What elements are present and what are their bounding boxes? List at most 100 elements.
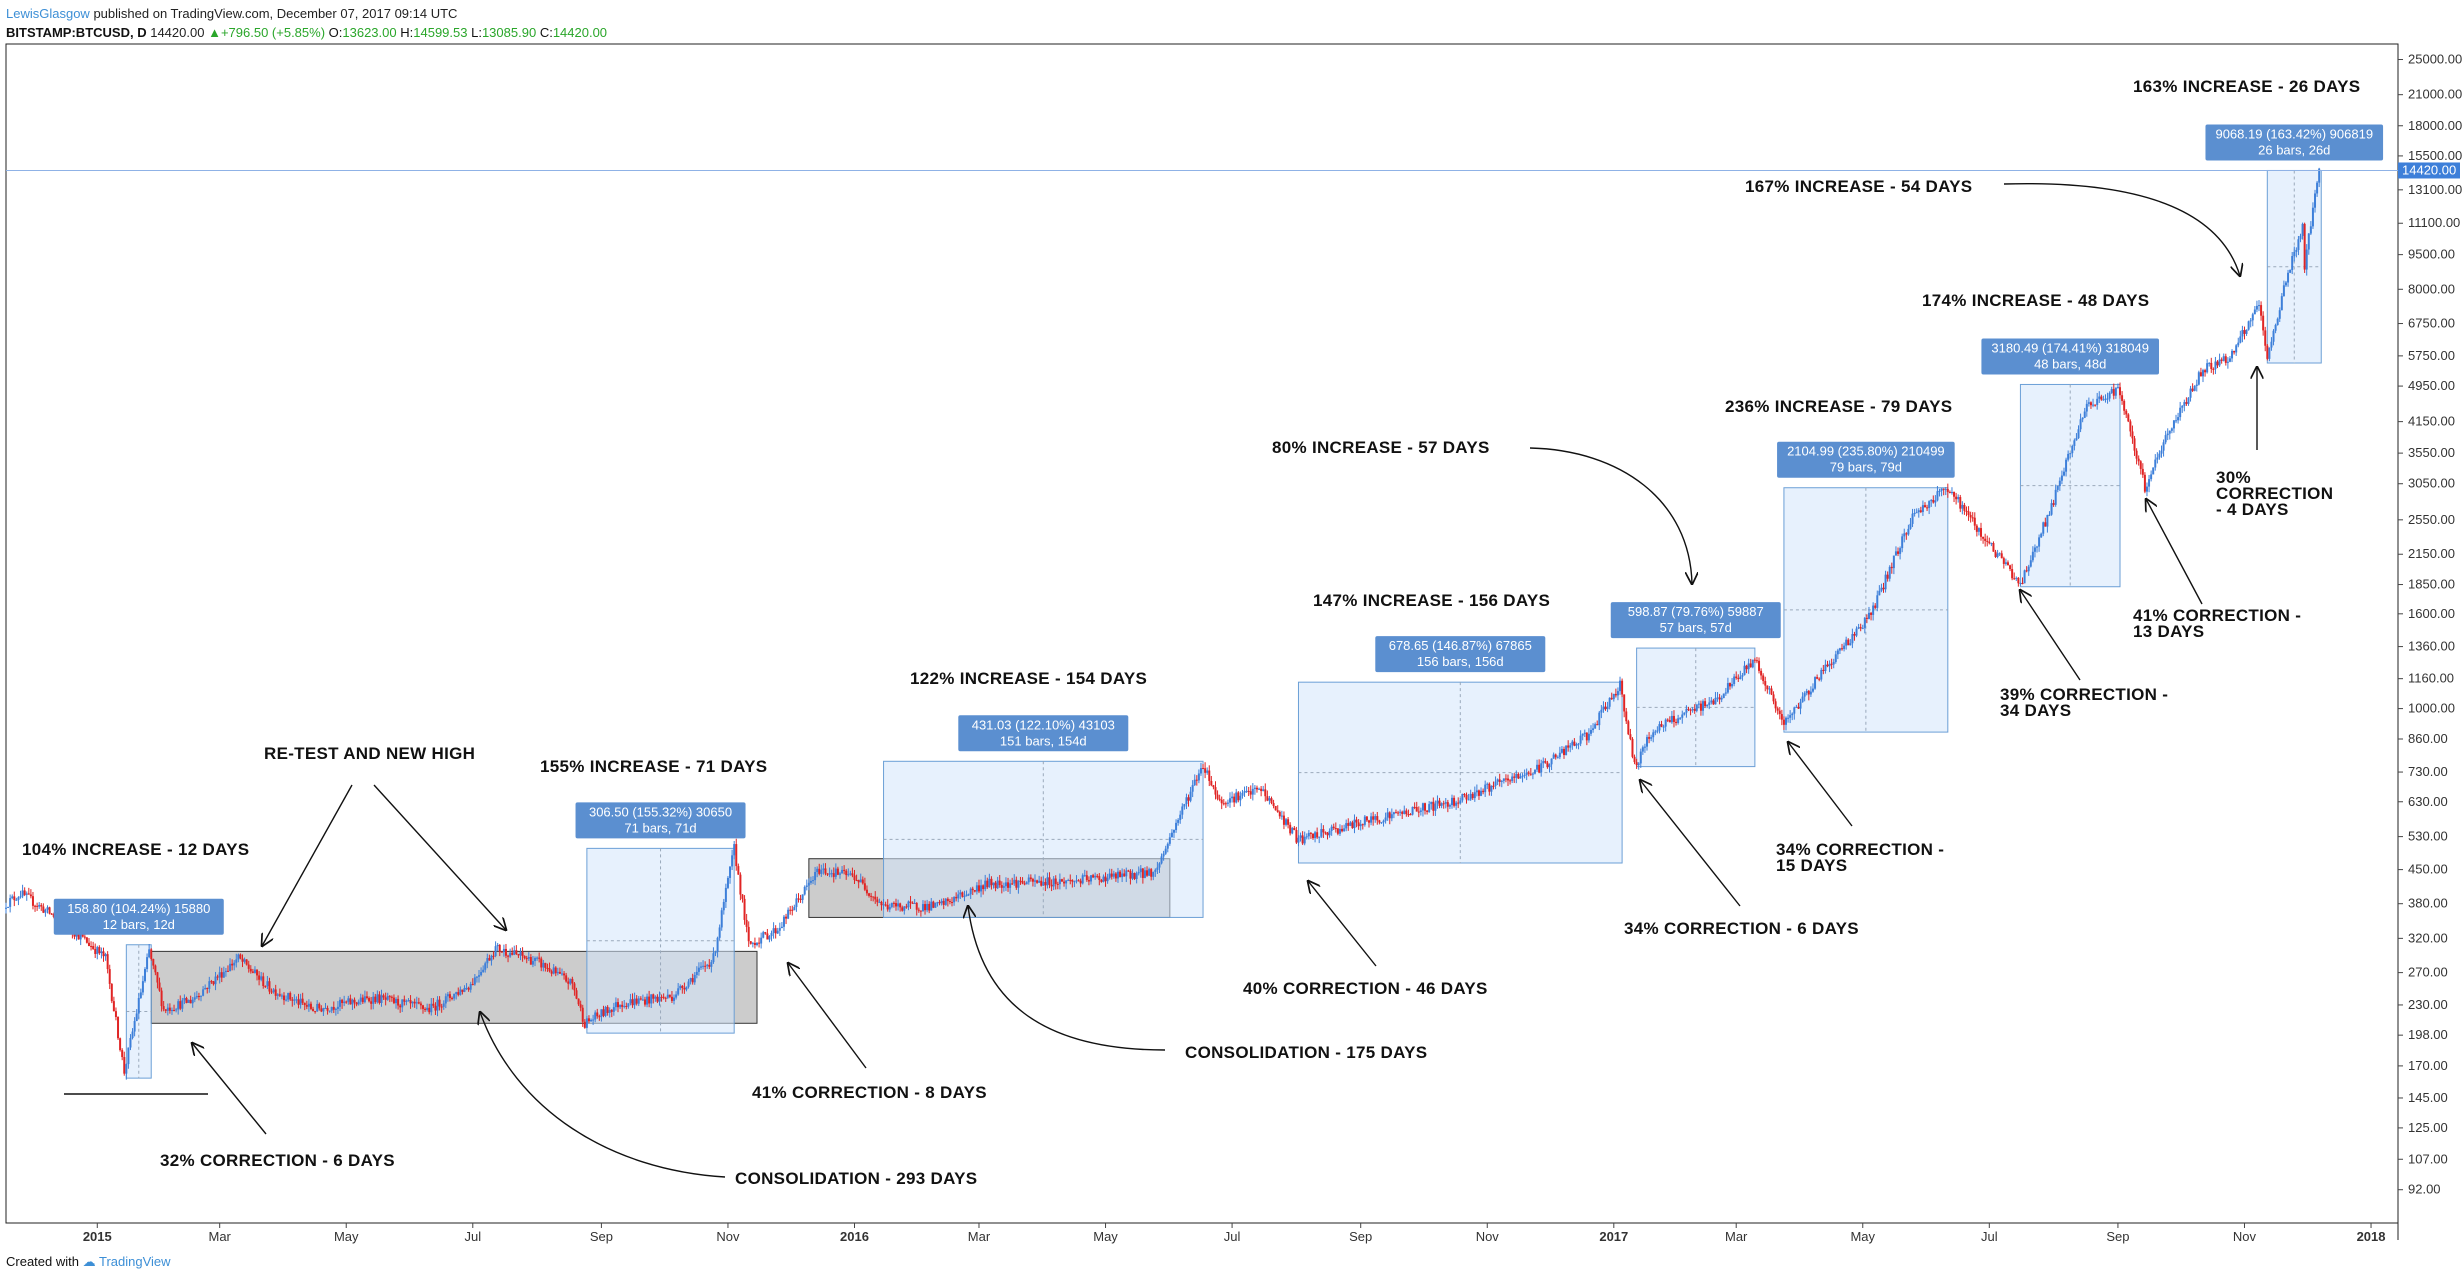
candle-body	[1465, 794, 1468, 800]
candle-body	[1648, 737, 1651, 739]
y-tick-label: 530.00	[2408, 829, 2448, 844]
candle-body	[590, 1019, 593, 1022]
candle-body	[953, 896, 956, 903]
high-value: 14599.53	[413, 25, 468, 40]
candle-body	[2141, 468, 2144, 475]
candle-body	[2282, 285, 2285, 297]
candle-body	[1878, 590, 1881, 596]
candle-body	[177, 1001, 180, 1010]
candle-body	[156, 972, 159, 983]
candle-body	[878, 901, 881, 903]
y-tick-label: 198.00	[2408, 1027, 2448, 1042]
candle-body	[2058, 480, 2061, 487]
candle-body	[812, 880, 815, 882]
candle-body	[1517, 773, 1520, 779]
candle-body	[1770, 688, 1773, 695]
candle-body	[1828, 663, 1831, 667]
measure-box[interactable]	[1636, 647, 1756, 768]
candle-body	[392, 997, 395, 1004]
candle-body	[2208, 362, 2211, 364]
candle-body	[1515, 773, 1518, 778]
tradingview-link[interactable]: TradingView	[99, 1254, 171, 1269]
candle-body	[179, 1001, 182, 1009]
candle-body	[946, 898, 949, 902]
candle-body	[2303, 223, 2306, 270]
candle-body	[1092, 875, 1095, 878]
candle-body	[855, 880, 858, 882]
candle-body	[2307, 233, 2310, 250]
candle-body	[741, 894, 744, 899]
candle-body	[411, 1001, 414, 1004]
candle-body	[708, 964, 711, 967]
candle-body	[397, 998, 400, 1006]
candle-body	[83, 936, 86, 938]
candle-body	[2251, 314, 2254, 321]
symbol-label[interactable]: BITSTAMP:BTCUSD, D	[6, 25, 147, 40]
candle-body	[1867, 612, 1870, 619]
candle-body	[1332, 826, 1335, 829]
y-tick-label: 4150.00	[2408, 414, 2455, 429]
candle-body	[1370, 816, 1373, 823]
candle-body	[639, 998, 642, 1000]
annotation-30-correction-b: CORRECTION	[2216, 484, 2333, 503]
author-link[interactable]: LewisGlasgow	[6, 6, 90, 21]
candle-body	[1826, 664, 1829, 667]
candle-body	[239, 954, 242, 959]
arrow-41-correction	[788, 963, 867, 1069]
candle-body	[1621, 680, 1624, 695]
candle-body	[2150, 474, 2153, 480]
candle-body	[1847, 639, 1850, 646]
candle-body	[440, 1006, 443, 1008]
candle-body	[1600, 709, 1603, 713]
measure-label-bars: 48 bars, 48d	[2034, 356, 2106, 371]
candle-body	[660, 996, 663, 998]
candle-body	[944, 898, 947, 905]
candle-body	[1841, 648, 1844, 650]
candle-body	[419, 1003, 422, 1006]
candle-body	[1444, 802, 1447, 804]
candle-body	[1637, 763, 1640, 766]
candle-body	[2077, 429, 2080, 439]
candle-body	[2170, 428, 2173, 431]
candle-body	[2218, 359, 2221, 366]
y-tick-label: 450.00	[2408, 862, 2448, 877]
candle-body	[612, 1007, 615, 1012]
candle-body	[1204, 768, 1207, 773]
candle-body	[1982, 536, 1985, 539]
candle-body	[457, 992, 460, 995]
candle-body	[2023, 570, 2026, 584]
candle-body	[988, 878, 991, 888]
candle-body	[2235, 345, 2238, 353]
candle-body	[542, 962, 545, 968]
candle-body	[1809, 691, 1812, 695]
candle-body	[888, 906, 891, 910]
candle-body	[305, 1005, 308, 1007]
candle-body	[805, 885, 808, 887]
candle-body	[1007, 882, 1010, 888]
candle-body	[2206, 363, 2209, 373]
candle-body	[1824, 664, 1827, 671]
candle-body	[760, 937, 763, 944]
candle-body	[202, 989, 205, 996]
candle-body	[110, 983, 113, 1002]
candle-body	[681, 985, 684, 989]
candle-body	[770, 932, 773, 937]
candle-body	[729, 866, 732, 878]
candle-body	[1799, 702, 1802, 709]
candle-body	[1270, 798, 1273, 803]
candle-body	[1573, 741, 1576, 746]
candle-body	[1193, 779, 1196, 786]
candle-body	[1567, 745, 1570, 748]
candle-body	[2108, 392, 2111, 399]
candle-body	[94, 948, 97, 954]
candle-body	[2193, 386, 2196, 391]
candle-body	[1424, 803, 1427, 811]
candle-body	[1477, 790, 1480, 796]
candle-body	[1870, 612, 1873, 615]
candle-body	[1733, 676, 1736, 685]
candle-body	[2175, 420, 2178, 422]
candle-body	[1675, 721, 1678, 723]
candle-body	[2137, 458, 2140, 462]
candle-body	[2301, 223, 2304, 236]
